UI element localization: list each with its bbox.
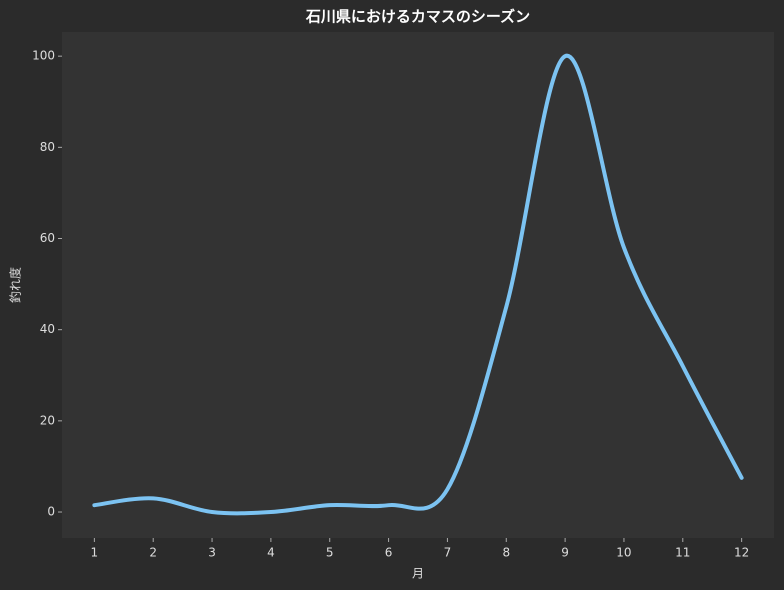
x-tick-label: 12 <box>734 546 749 560</box>
x-tick-label: 7 <box>444 546 452 560</box>
y-tick-label: 0 <box>47 505 55 519</box>
y-tick-label: 100 <box>32 49 55 63</box>
y-tick-label: 40 <box>40 322 55 336</box>
x-tick-label: 1 <box>91 546 99 560</box>
plot-area <box>62 32 774 538</box>
x-tick-label: 3 <box>208 546 216 560</box>
x-tick-label: 9 <box>561 546 569 560</box>
data-line <box>92 54 744 516</box>
x-tick-label: 8 <box>502 546 510 560</box>
x-tick-label: 11 <box>675 546 690 560</box>
y-tick-label: 60 <box>40 231 55 245</box>
x-tick-label: 5 <box>326 546 334 560</box>
y-tick-label: 20 <box>40 413 55 427</box>
x-tick-label: 4 <box>267 546 275 560</box>
x-tick-label: 6 <box>385 546 393 560</box>
chart-title: 石川県におけるカマスのシーズン <box>305 8 530 26</box>
x-axis-label: 月 <box>412 567 424 581</box>
y-tick-label: 80 <box>40 140 55 154</box>
y-axis-label: 釣れ度 <box>8 267 23 303</box>
x-tick-label: 2 <box>149 546 157 560</box>
x-tick-label: 10 <box>616 546 631 560</box>
